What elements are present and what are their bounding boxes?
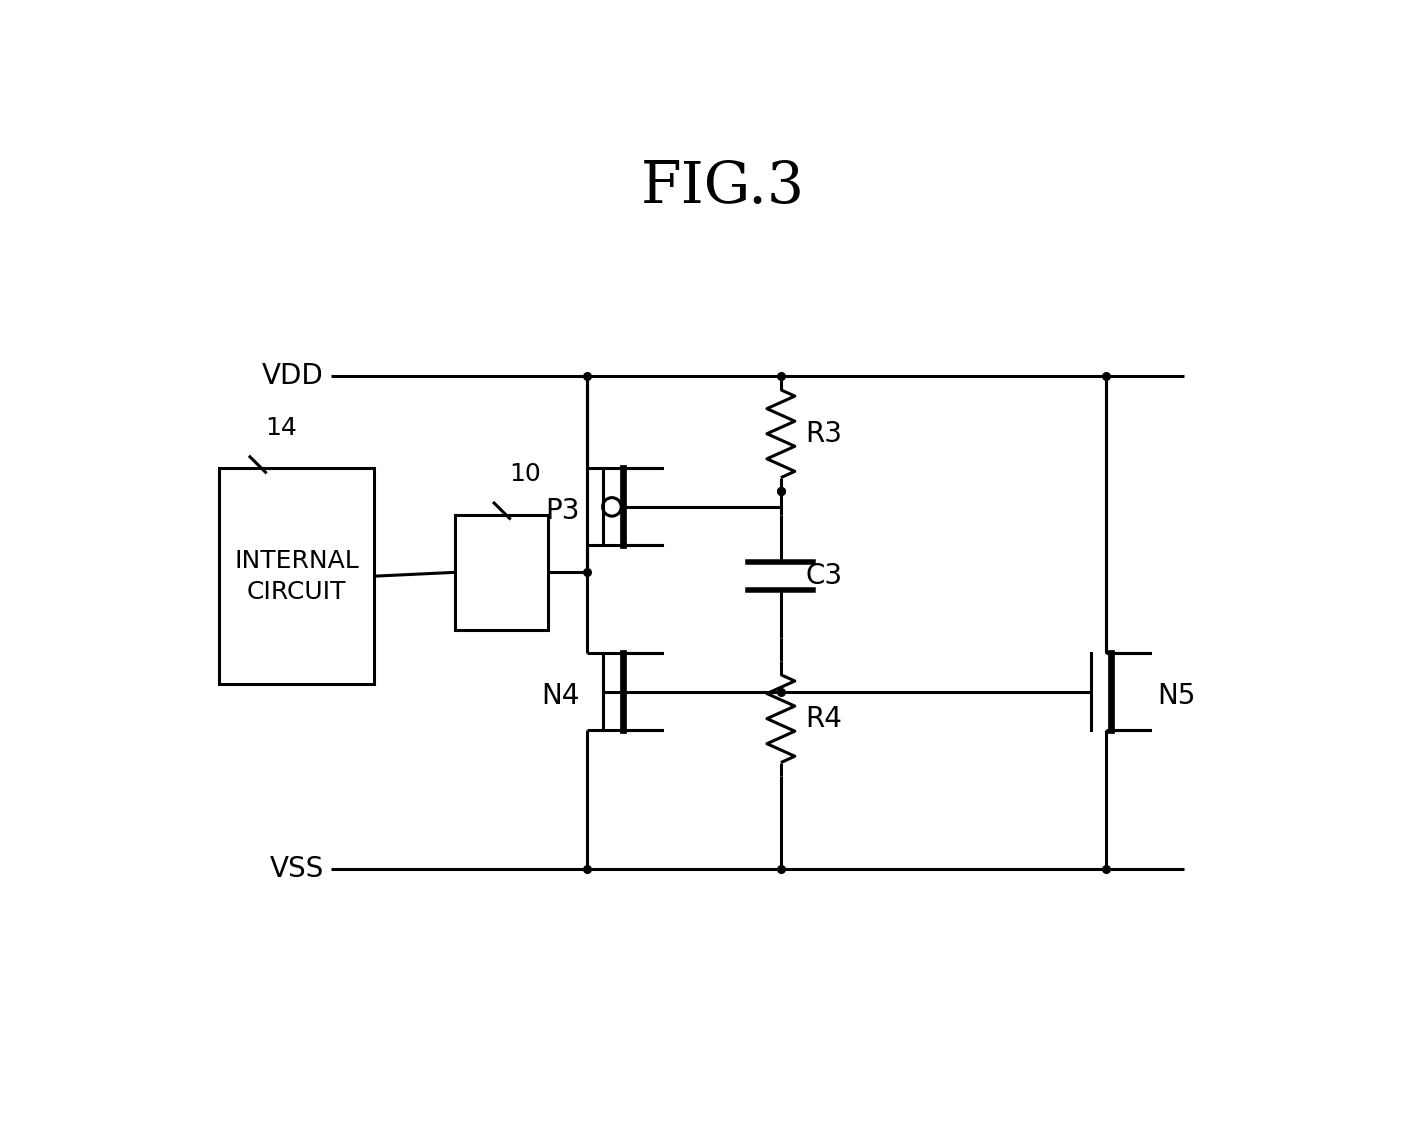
Text: R3: R3: [806, 420, 842, 447]
Text: CIRCUIT: CIRCUIT: [247, 580, 346, 604]
Bar: [219, 468, 374, 684]
Text: FIG.3: FIG.3: [641, 159, 806, 215]
Text: N5: N5: [1157, 682, 1197, 709]
Text: C3: C3: [806, 562, 842, 590]
Text: INTERNAL: INTERNAL: [234, 549, 358, 573]
Text: 14: 14: [265, 416, 298, 440]
Bar: [456, 515, 549, 630]
Text: N4: N4: [540, 682, 580, 709]
Text: VDD: VDD: [262, 362, 323, 390]
Text: P3: P3: [545, 496, 580, 525]
Text: VSS: VSS: [270, 855, 323, 883]
Text: 10: 10: [509, 462, 542, 486]
Text: R4: R4: [806, 705, 842, 732]
